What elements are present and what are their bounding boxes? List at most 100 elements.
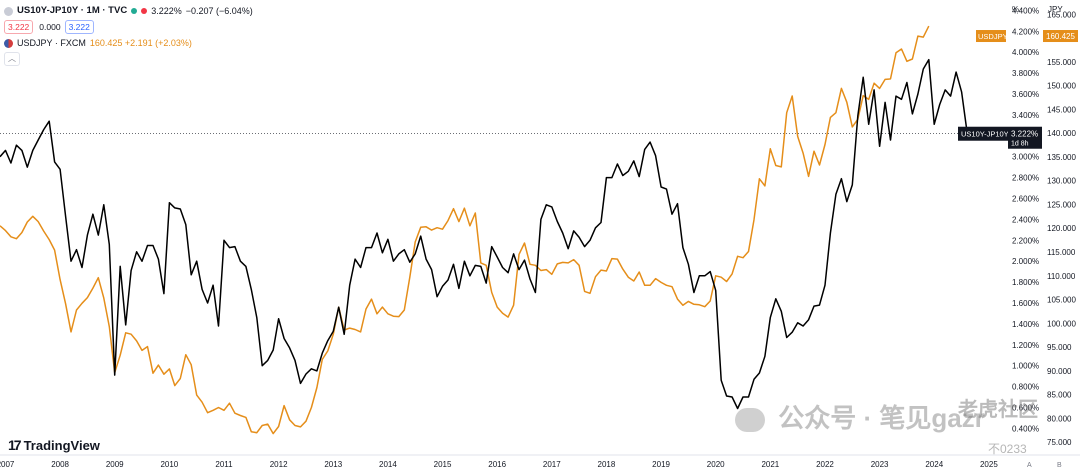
market-status-dot-icon <box>141 8 148 14</box>
spread-value-label <box>1008 126 1042 149</box>
time-tick-label: 2016 <box>488 460 506 469</box>
right-tick-label: 120.000 <box>1047 224 1076 233</box>
legend-symbol-usdjpy: USDJPY · FXCM <box>17 38 86 48</box>
right-tick-label: 150.000 <box>1047 82 1076 91</box>
time-tick-label: 2010 <box>160 460 178 469</box>
time-tick-label: 2018 <box>598 460 616 469</box>
left-tick-label: 1.000% <box>1012 362 1039 371</box>
tradingview-mark-icon: 17 <box>8 437 22 453</box>
right-tick-label: 110.000 <box>1047 272 1076 281</box>
chart-legend: US10Y-JP10Y · 1M · TVC 3.222% −0.207 (−6… <box>4 4 253 66</box>
spread-name-label <box>958 126 1008 141</box>
left-tick-label: 0.400% <box>1012 424 1039 433</box>
right-tick-label: 145.000 <box>1047 105 1076 114</box>
left-tick-label: 2.200% <box>1012 236 1039 245</box>
wechat-icon <box>735 408 765 433</box>
left-tick-label: 3.600% <box>1012 90 1039 99</box>
time-axis[interactable]: 2007 2008 2009 2010 2011 2012 2013 2014 2015 2016… <box>0 454 1080 469</box>
right-tick-label: 165.000 <box>1047 10 1076 19</box>
usdjpy-name-label <box>976 30 1006 43</box>
left-tick-label: 1.800% <box>1012 278 1039 287</box>
time-tick-label: 2023 <box>871 460 889 469</box>
left-tick-label: 0.600% <box>1012 403 1039 412</box>
left-tick-label: 4.000% <box>1012 48 1039 57</box>
right-tick-label: 135.000 <box>1047 153 1076 162</box>
left-tick-label: 2.600% <box>1012 195 1039 204</box>
time-tick-label: 2021 <box>761 460 779 469</box>
right-tick-label: 115.000 <box>1047 248 1076 257</box>
scale-button-a[interactable]: A <box>1027 462 1032 469</box>
legend-row-spread[interactable]: US10Y-JP10Y · 1M · TVC 3.222% −0.207 (−6… <box>4 4 253 18</box>
left-tick-label: 3.800% <box>1012 69 1039 78</box>
right-tick-label: 155.000 <box>1047 58 1076 67</box>
time-tick-label: 2008 <box>51 460 69 469</box>
spread-value: 0.000 <box>39 22 61 32</box>
usdjpy-name-label-text: USDJPY <box>978 32 1008 41</box>
legend-row-quotes: 3.222 0.000 3.222 <box>4 20 253 34</box>
time-tick-label: 2017 <box>543 460 561 469</box>
spread-name-label-text: US10Y-JP10Y <box>961 130 1009 139</box>
time-tick-label: 2012 <box>270 460 288 469</box>
bid-box[interactable]: 3.222 <box>4 20 34 34</box>
usdjpy-value-label-text: 160.425 <box>1046 32 1075 41</box>
right-tick-label: 130.000 <box>1047 177 1076 186</box>
left-tick-label: 3.000% <box>1012 153 1039 162</box>
left-tick-label: 4.400% <box>1012 6 1039 15</box>
time-tick-label: 2025 <box>980 460 998 469</box>
usdjpy-value-label <box>1043 30 1078 43</box>
right-axis-unit: JPY <box>1048 5 1063 14</box>
market-open-dot-icon <box>131 8 138 14</box>
ask-box[interactable]: 3.222 <box>64 20 94 34</box>
right-tick-label: 100.000 <box>1047 319 1076 328</box>
watermark-id: 不0233 <box>988 442 1027 456</box>
watermark-corner: 老虎社区 <box>958 399 1038 421</box>
right-tick-label: 140.000 <box>1047 129 1076 138</box>
right-tick-label: 125.000 <box>1047 200 1076 209</box>
right-tick-label: 95.000 <box>1047 343 1072 352</box>
left-tick-label: 2.400% <box>1012 215 1039 224</box>
left-tick-label: 1.200% <box>1012 341 1039 350</box>
left-tick-label: 2.000% <box>1012 257 1039 266</box>
time-tick-label: 2015 <box>434 460 452 469</box>
left-tick-label: 1.600% <box>1012 299 1039 308</box>
left-tick-label: 1.400% <box>1012 320 1039 329</box>
legend-symbol-spread: US10Y-JP10Y · 1M · TVC <box>17 5 128 16</box>
time-tick-label: 2007 <box>0 460 15 469</box>
legend-change-spread: −0.207 (−6.04%) <box>185 6 253 16</box>
usdjpy-flag-icon <box>4 38 13 48</box>
bar-countdown-text: 1d 8h <box>1011 141 1029 148</box>
time-tick-label: 2019 <box>652 460 670 469</box>
time-tick-label: 2011 <box>215 460 233 469</box>
left-axis-unit: % <box>1012 5 1019 14</box>
time-tick-label: 2014 <box>379 460 397 469</box>
right-tick-label: 85.000 <box>1047 391 1072 400</box>
series-line-usdjpy <box>0 25 930 435</box>
scale-button-b[interactable]: B <box>1057 462 1062 469</box>
right-tick-label: 105.000 <box>1047 296 1076 305</box>
left-tick-label: 2.800% <box>1012 174 1039 183</box>
left-tick-label: 4.200% <box>1012 27 1039 36</box>
legend-collapse-row: ︿ <box>4 52 253 66</box>
spread-value-label-text: 3.222% <box>1011 130 1038 139</box>
price-labels: US10Y-JP10Y 3.222% 1d 8h USDJPY 160.425 <box>958 30 1078 149</box>
right-tick-label: 80.000 <box>1047 414 1072 423</box>
legend-row-usdjpy[interactable]: USDJPY · FXCM 160.425 +2.191 (+2.03%) <box>4 36 253 50</box>
time-tick-label: 2020 <box>707 460 725 469</box>
series-lines <box>0 25 973 435</box>
left-tick-label: 0.800% <box>1012 383 1039 392</box>
time-tick-label: 2022 <box>816 460 834 469</box>
watermark-text: 公众号 · 笔见gazr <box>778 403 985 433</box>
legend-last-spread: 3.222% <box>151 6 182 16</box>
right-tick-label: 90.000 <box>1047 367 1072 376</box>
tradingview-wordmark: TradingView <box>23 437 100 453</box>
left-price-axis[interactable]: %4.400% 4.200% 4.000% 3.800% 3.600% 3.400% 3.2… <box>1012 5 1039 433</box>
right-price-axis[interactable]: JPY165.000160.000155.000150.000145.00014… <box>1047 5 1076 447</box>
collapse-legend-icon[interactable]: ︿ <box>4 52 20 66</box>
tradingview-logo[interactable]: 17 TradingView <box>8 437 100 453</box>
time-tick-label: 2024 <box>925 460 943 469</box>
legend-values-usdjpy: 160.425 +2.191 (+2.03%) <box>89 38 192 48</box>
time-tick-label: 2009 <box>106 460 124 469</box>
symbol-logo-icon <box>4 6 13 16</box>
right-tick-label: 75.000 <box>1047 438 1072 447</box>
